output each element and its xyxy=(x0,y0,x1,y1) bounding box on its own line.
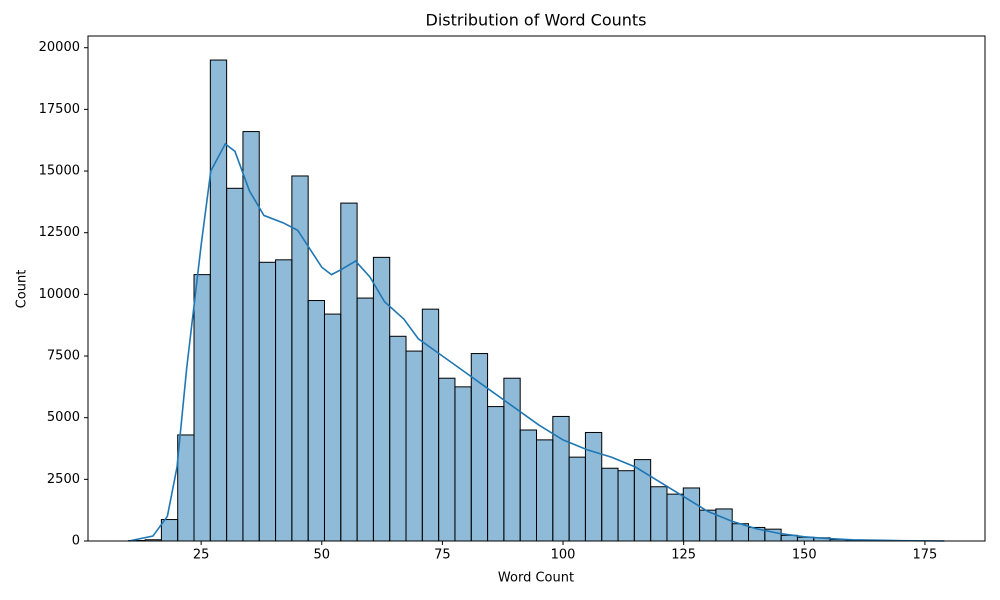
y-tick-label: 17500 xyxy=(39,102,80,117)
x-tick-label: 50 xyxy=(314,548,331,563)
y-axis-label: Count xyxy=(15,270,30,309)
bar xyxy=(519,429,538,542)
bar xyxy=(617,470,635,542)
y-tick-label: 5000 xyxy=(47,410,80,425)
bar xyxy=(160,519,179,542)
bar xyxy=(454,386,472,542)
y-tick-label: 10000 xyxy=(39,287,80,302)
x-axis-label: Word Count xyxy=(498,571,574,586)
bar xyxy=(568,456,586,542)
bar xyxy=(438,377,456,542)
y-tick-label: 15000 xyxy=(39,164,80,179)
bar xyxy=(193,274,211,542)
y-tick-label: 20000 xyxy=(39,40,80,55)
bar xyxy=(372,256,391,542)
bar xyxy=(682,487,701,542)
bar xyxy=(666,493,684,542)
bar xyxy=(389,335,407,542)
bar xyxy=(209,59,228,542)
x-tick-label: 125 xyxy=(671,548,696,563)
bar xyxy=(177,434,195,542)
bar xyxy=(584,431,603,542)
x-tick-label: 150 xyxy=(792,548,817,563)
bar xyxy=(340,202,358,542)
bar xyxy=(307,300,325,542)
x-tick-label: 25 xyxy=(193,548,210,563)
y-tick-label: 0 xyxy=(72,534,80,549)
bar xyxy=(601,467,619,542)
chart-title: Distribution of Word Counts xyxy=(426,11,647,30)
bar xyxy=(275,259,293,542)
bar xyxy=(699,509,717,542)
kde-line xyxy=(128,142,945,542)
plot-frame xyxy=(87,35,986,542)
x-tick-label: 75 xyxy=(434,548,451,563)
y-tick-label: 12500 xyxy=(39,225,80,240)
bar xyxy=(291,175,309,542)
bar xyxy=(650,486,668,542)
bar xyxy=(536,439,554,542)
x-tick-label: 100 xyxy=(551,548,576,563)
bar xyxy=(487,406,505,542)
bar xyxy=(715,508,733,542)
y-tick-label: 2500 xyxy=(47,472,80,487)
bar xyxy=(258,261,277,542)
y-tick-label: 7500 xyxy=(47,349,80,364)
bar xyxy=(356,297,374,542)
bar xyxy=(226,187,244,542)
bar xyxy=(405,350,423,542)
bar xyxy=(323,313,342,542)
x-tick-label: 175 xyxy=(913,548,938,563)
